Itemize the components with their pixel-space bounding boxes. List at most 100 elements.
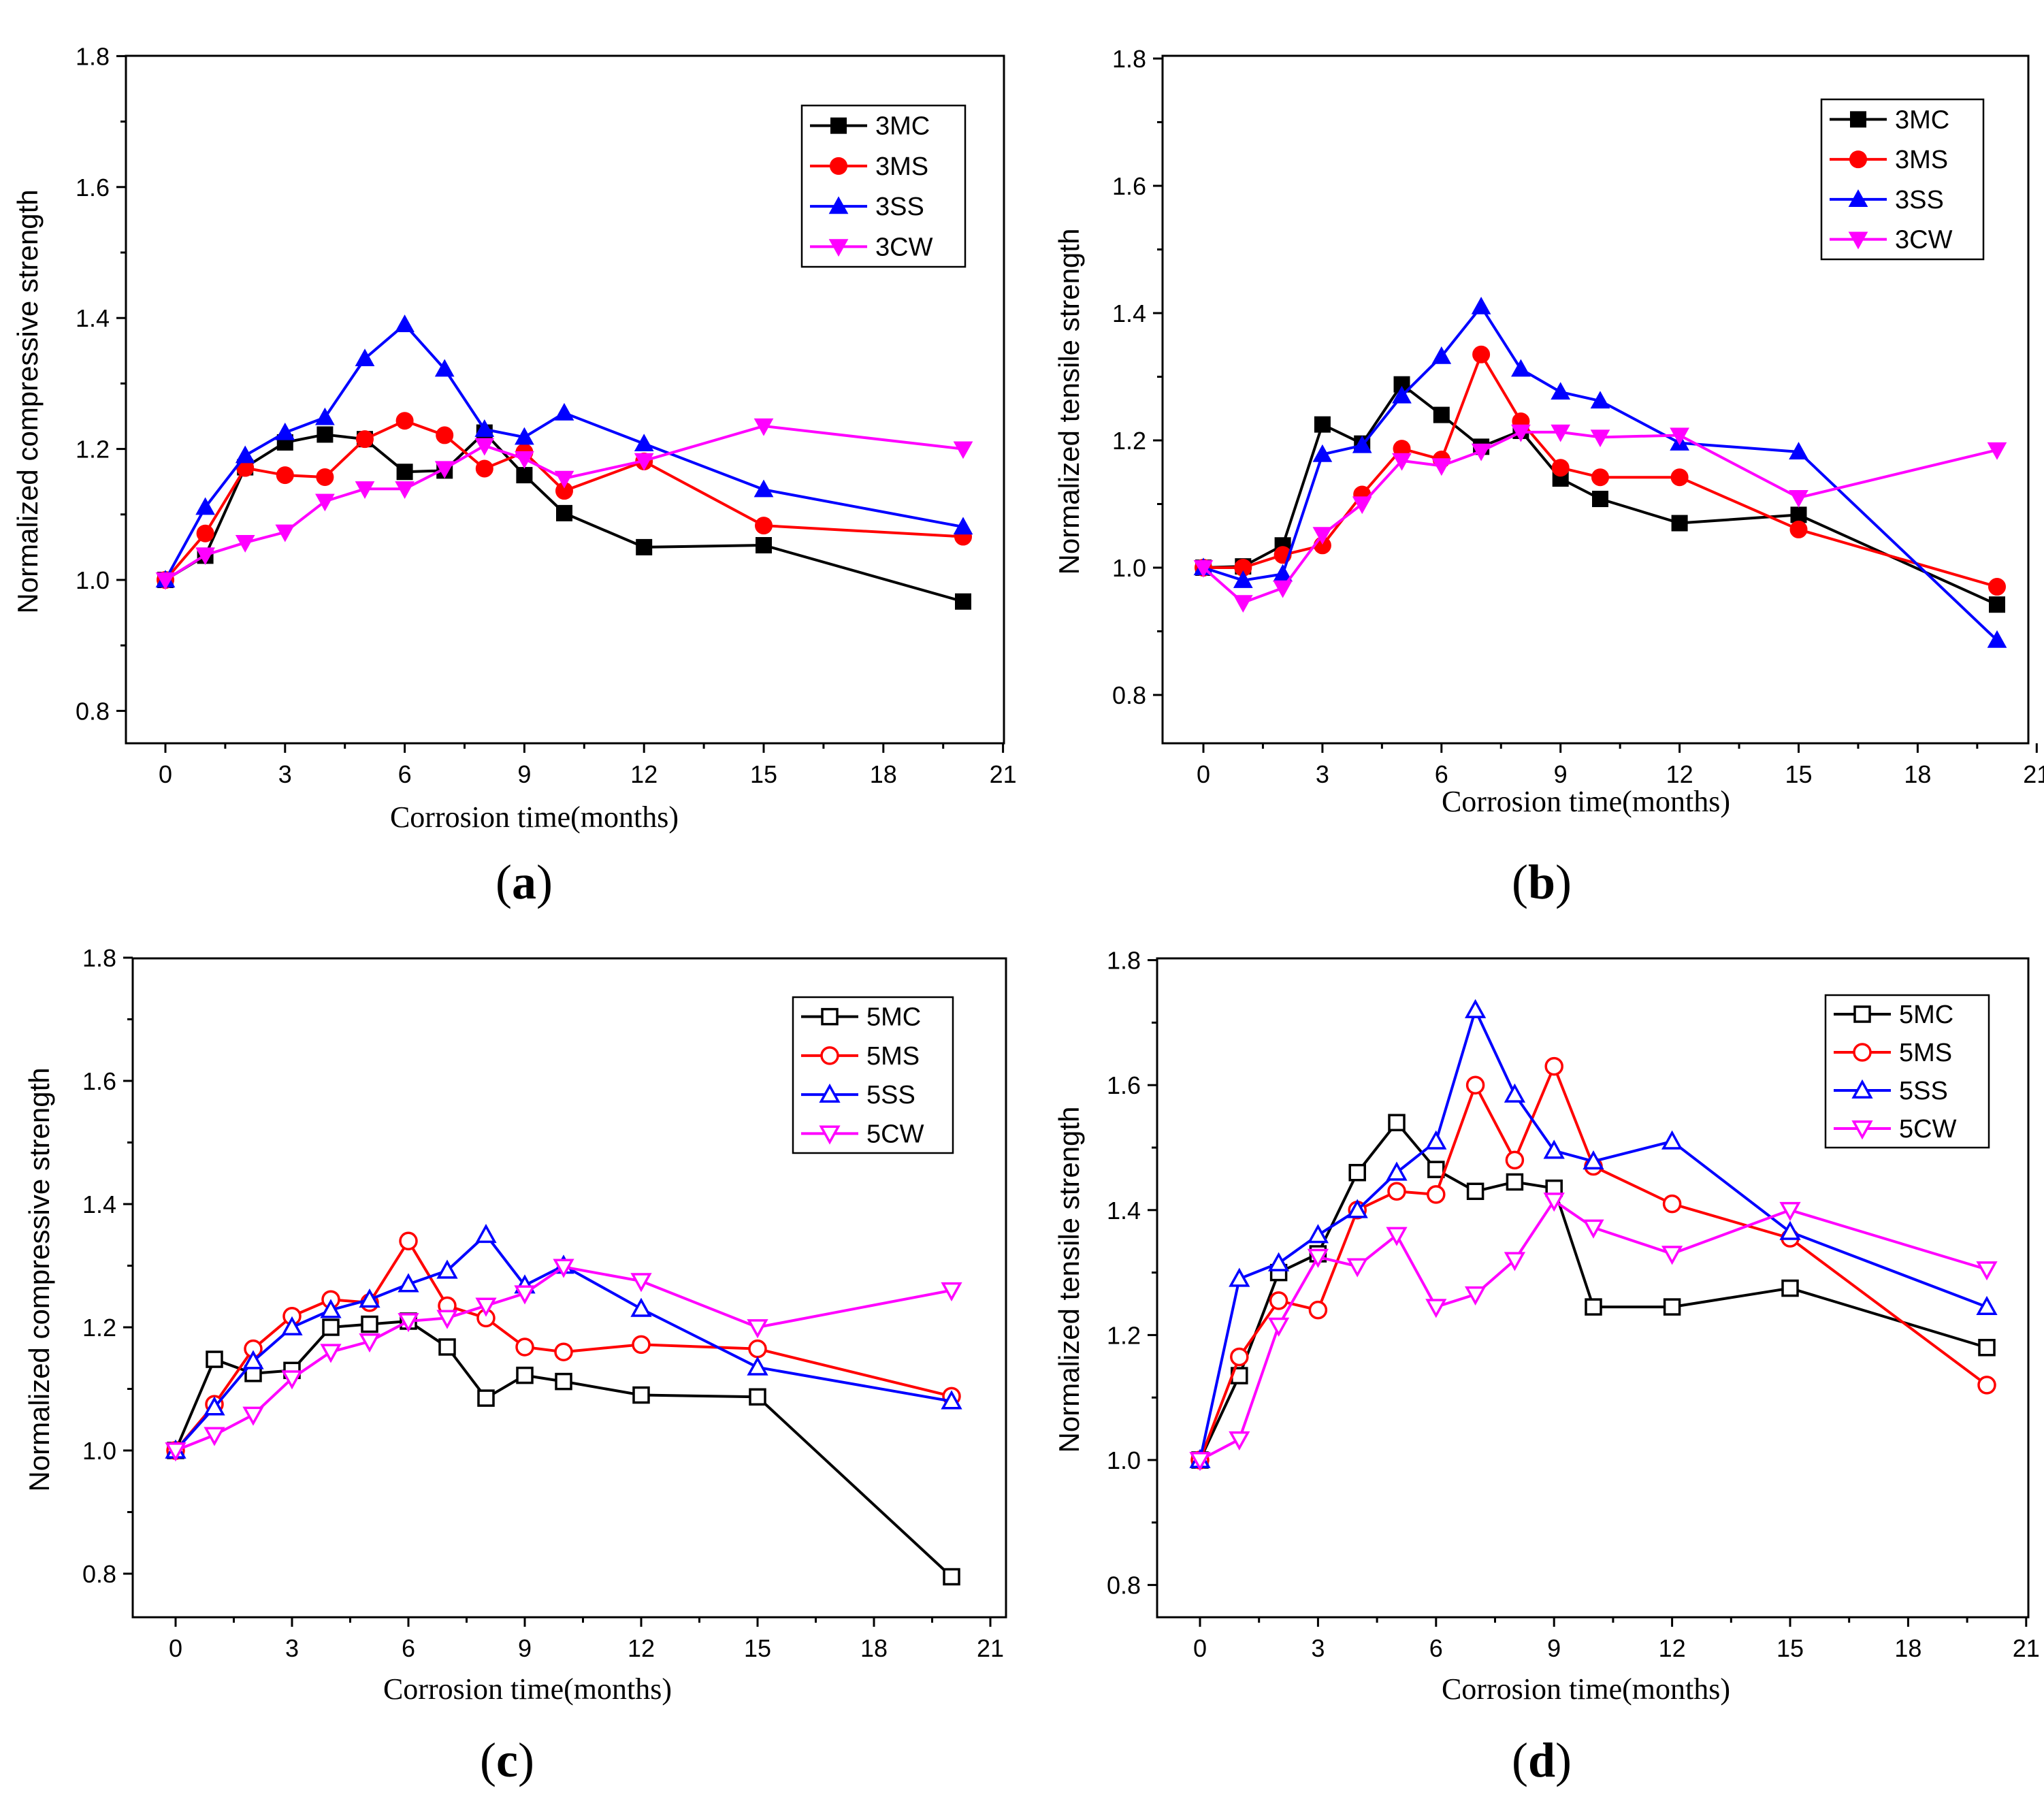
data-point [396,464,413,481]
data-point [395,412,414,430]
data-point [359,1333,380,1353]
data-point [1505,1150,1525,1170]
data-point [943,1568,960,1586]
legend-marker [1849,150,1867,169]
data-point [434,461,455,479]
legend-marker [821,1007,839,1026]
data-point [1471,443,1491,461]
data-point [1585,1298,1602,1316]
data-point [756,537,772,554]
data-point [1989,596,2005,613]
data-point [1312,527,1333,545]
data-point [196,524,214,542]
data-point [355,348,375,366]
legend-label: 5SS [1899,1077,1948,1105]
data-point [395,314,415,332]
panel-label: (a) [496,855,553,909]
x-tick-label: 6 [402,1634,415,1662]
data-point [514,1285,536,1305]
data-point [1590,429,1610,448]
y-tick-label: 0.8 [1112,681,1146,709]
x-tick-label: 15 [1777,1634,1804,1662]
data-point [195,547,215,566]
data-point [1388,1114,1406,1132]
series-3CW [1193,424,2007,613]
data-point [755,517,773,535]
legend-item-3MS: 3MS [1830,146,1948,174]
data-point [434,359,455,377]
data-point [1431,458,1452,476]
data-point [1661,1130,1683,1150]
data-point [554,1342,573,1361]
data-point [753,418,774,436]
panel-d: 0 3 6 9 12 15 18 21 0.8 1.0 1.2 1.4 1.6 1.8 Corrosion … [1053,947,2040,1787]
data-point [1551,459,1570,477]
legend: 3MC 3MS 3SS 3CW [800,104,967,268]
data-point [1543,1139,1565,1159]
data-point [515,427,534,445]
data-point [747,1356,768,1376]
y-axis-title: Normalized tensile strength [1053,1107,1085,1453]
data-point [1312,444,1333,462]
data-point [315,407,335,425]
y-tick-label: 0.8 [1107,1572,1141,1600]
legend-label: 5MS [1899,1039,1952,1067]
y-tick-label: 1.8 [82,944,116,972]
data-point [1307,1224,1329,1244]
data-point [1465,1075,1485,1095]
x-tick-label: 15 [750,760,777,788]
y-axis-title: Normalized tensile strength [1053,229,1085,575]
legend-label: 3CW [1895,226,1953,255]
data-point [1544,1056,1563,1076]
y-tick-label: 1.4 [1112,299,1146,327]
y-tick-label: 1.6 [1112,172,1146,200]
data-point [1308,1300,1328,1320]
data-point [436,1259,458,1279]
y-tick-label: 1.2 [1107,1321,1141,1349]
plot-frame [1156,957,2030,1619]
legend-marker [828,239,849,257]
y-tick-label: 1.4 [1107,1197,1141,1225]
data-point [1590,391,1610,409]
data-point [1425,1299,1447,1318]
x-axis-title: Corrosion time(months) [390,800,679,834]
y-tick-label: 1.0 [76,566,110,594]
data-point [1348,1163,1366,1182]
legend-item-5MS: 5MS [1834,1039,1952,1067]
data-point [1386,1161,1408,1181]
x-axis-title: Corrosion time(months) [1442,1672,1730,1706]
data-point [636,538,653,555]
x-tick-label: 9 [517,760,531,788]
data-point [1662,1194,1682,1214]
legend-label: 3SS [875,193,924,221]
legend-marker [830,117,847,134]
data-point [1273,580,1293,598]
data-point [1583,1150,1604,1170]
data-point [1790,506,1807,523]
x-tick-label: 6 [1429,1634,1443,1662]
panel-label: (c) [480,1733,534,1787]
data-point [1267,1317,1290,1337]
data-point [1671,515,1688,532]
data-point [1267,1252,1290,1271]
data-point [554,402,574,421]
series-5SS [1189,999,1998,1468]
data-point [1663,1298,1681,1316]
data-point [1464,1286,1487,1306]
y-tick-label: 1.6 [1107,1071,1141,1099]
y-tick-label: 1.6 [76,174,110,201]
data-point [399,1231,418,1251]
x-tick-label: 12 [630,760,658,788]
y-tick-label: 1.8 [76,42,110,70]
data-point [1346,1258,1368,1278]
data-point [1511,359,1531,377]
series-3MC [157,424,971,610]
data-point [632,1386,650,1404]
series-3CW [155,418,973,590]
data-point [1472,345,1491,363]
data-point [1977,1376,1996,1395]
legend-box [792,996,954,1154]
legend-item-5MC: 5MC [801,1003,921,1032]
series-line [174,1233,952,1452]
x-tick-label: 0 [169,1634,182,1662]
